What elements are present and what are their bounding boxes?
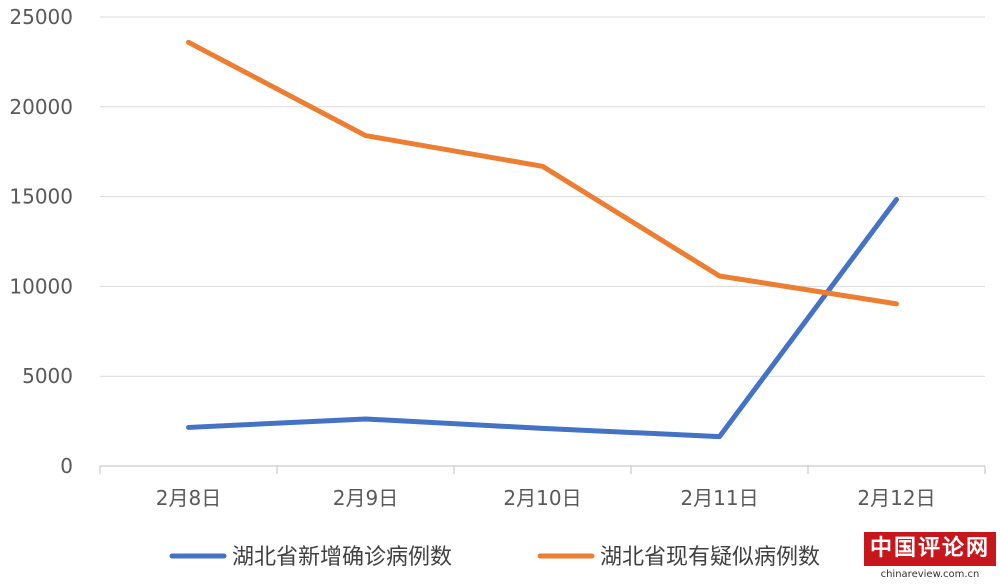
y-tick-label: 20000 bbox=[9, 95, 73, 119]
x-tick-label: 2月10日 bbox=[503, 486, 581, 510]
watermark-title: 中国评论网 bbox=[864, 532, 996, 566]
watermark-logo: 中国评论网 chinareview.com.cn bbox=[864, 532, 996, 582]
x-tick-label: 2月12日 bbox=[857, 486, 935, 510]
legend-label: 湖北省新增确诊病例数 bbox=[232, 545, 452, 570]
x-tick-label: 2月9日 bbox=[333, 486, 398, 510]
legend-label: 湖北省现有疑似病例数 bbox=[600, 545, 820, 570]
x-tick-label: 2月8日 bbox=[156, 486, 221, 510]
watermark-url: chinareview.com.cn bbox=[880, 569, 980, 580]
x-tick-label: 2月11日 bbox=[680, 486, 758, 510]
y-tick-label: 0 bbox=[60, 454, 73, 478]
y-axis: 0 5000 10000 15000 20000 25000 bbox=[9, 5, 73, 478]
series-group bbox=[186, 39, 899, 440]
y-tick-label: 15000 bbox=[9, 185, 73, 209]
y-tick-label: 10000 bbox=[9, 274, 73, 298]
x-axis: 2月8日 2月9日 2月10日 2月11日 2月12日 bbox=[99, 465, 986, 510]
legend: 湖北省新增确诊病例数 湖北省现有疑似病例数 bbox=[169, 545, 820, 570]
y-tick-label: 5000 bbox=[22, 364, 73, 388]
series-line bbox=[186, 39, 899, 307]
gridlines bbox=[100, 16, 985, 377]
series-line bbox=[186, 196, 899, 440]
y-tick-label: 25000 bbox=[9, 5, 73, 29]
